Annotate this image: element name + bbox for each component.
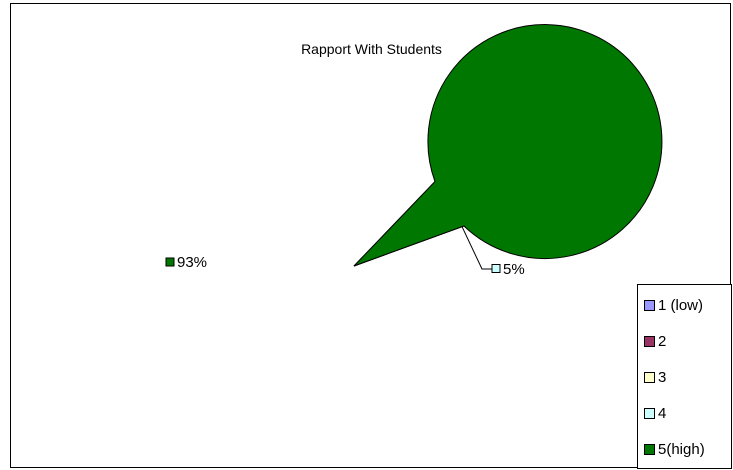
legend-swatch-5	[644, 443, 655, 455]
legend-swatch-3	[644, 371, 655, 383]
legend-item-3: 3	[644, 367, 666, 387]
legend-label-1: 1 (low)	[658, 296, 704, 314]
legend-swatch-2	[644, 335, 655, 347]
chart-frame: Rapport With Students 0%1%1%5%93% 1 (low…	[10, 3, 732, 469]
pie-slice-5	[353, 24, 663, 267]
legend-label-2: 2	[658, 332, 667, 350]
legend: 1 (low) 2 3 4 5(high)	[637, 284, 732, 469]
data-label-swatch-4	[491, 264, 501, 273]
legend-swatch-4	[644, 407, 655, 419]
legend-label-3: 3	[658, 368, 667, 386]
chart-title: Rapport With Students	[301, 41, 442, 57]
pie-chart: 0%1%1%5%93%	[165, 24, 663, 278]
legend-swatch-1	[644, 299, 655, 311]
legend-item-1: 1 (low)	[644, 295, 703, 315]
data-label-4: 5%	[503, 261, 525, 278]
data-label-swatch-5	[165, 257, 175, 267]
data-label-5: 93%	[177, 254, 207, 271]
legend-label-5: 5(high)	[658, 440, 705, 458]
legend-item-4: 4	[644, 403, 666, 423]
legend-item-5: 5(high)	[644, 439, 705, 459]
legend-label-4: 4	[658, 404, 667, 422]
legend-item-2: 2	[644, 331, 666, 351]
